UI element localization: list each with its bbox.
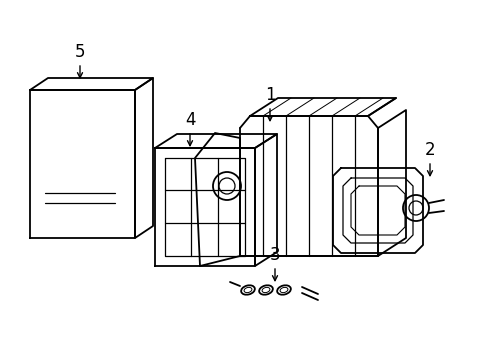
Text: 4: 4 (184, 111, 195, 129)
Text: 1: 1 (264, 86, 275, 104)
Text: 3: 3 (269, 246, 280, 264)
Text: 5: 5 (75, 43, 85, 61)
Text: 2: 2 (424, 141, 434, 159)
